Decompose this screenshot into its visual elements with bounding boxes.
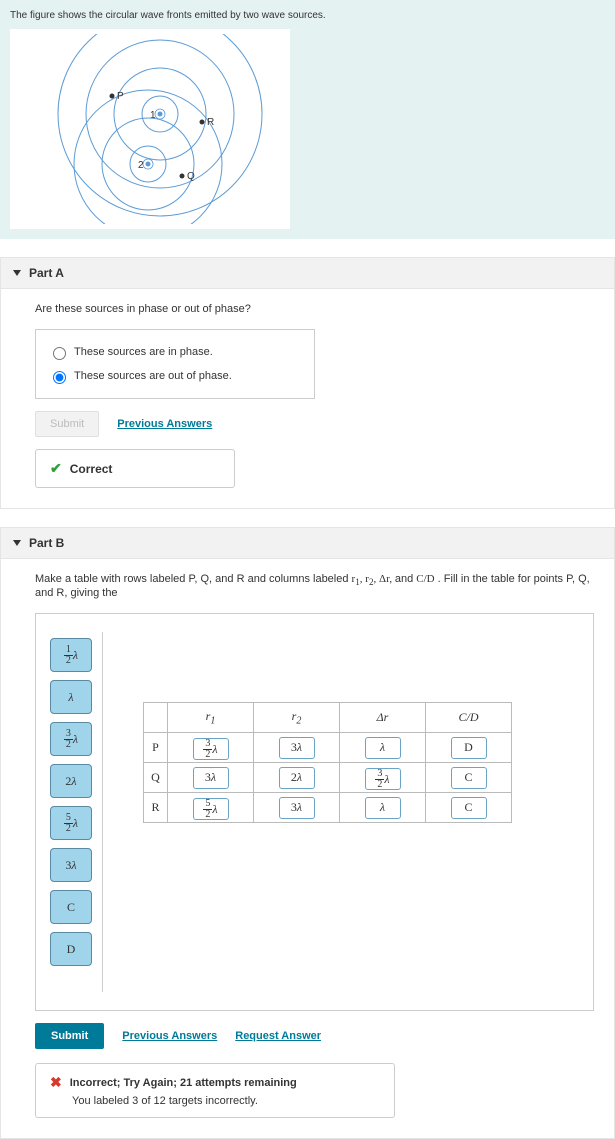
dropped-tile[interactable]: C — [451, 797, 487, 819]
table-row: P 32λ 3λ λ D — [144, 733, 512, 763]
palette-tile[interactable]: 52λ — [50, 806, 92, 840]
part-a-actions: Submit Previous Answers — [35, 411, 594, 437]
q-prefix: Make a table with rows labeled P, Q, and… — [35, 573, 352, 585]
radio-input[interactable] — [53, 371, 66, 384]
row-label: Q — [144, 763, 168, 793]
submit-button[interactable]: Submit — [35, 1023, 104, 1049]
answer-cell[interactable]: C — [426, 763, 512, 793]
palette-tile[interactable]: C — [50, 890, 92, 924]
dropped-tile[interactable]: 32λ — [365, 768, 401, 790]
row-label: R — [144, 793, 168, 823]
table-row: R 52λ 3λ λ C — [144, 793, 512, 823]
figure-caption: The figure shows the circular wave front… — [10, 10, 605, 21]
dropped-tile[interactable]: 32λ — [193, 738, 229, 760]
previous-answers-link[interactable]: Previous Answers — [117, 418, 212, 430]
part-b-question: Make a table with rows labeled P, Q, and… — [35, 573, 594, 599]
table-row: Q 3λ 2λ 32λ C — [144, 763, 512, 793]
answer-table-area: r1r2ΔrC/D P 32λ 3λ λ D Q 3λ 2λ 32λ C R 52λ 3λ λ C — [103, 632, 585, 823]
figure-box: 1 2 P R Q — [10, 29, 290, 229]
col-header: Δr — [340, 703, 426, 733]
answer-cell[interactable]: 2λ — [254, 763, 340, 793]
palette-tile[interactable]: 32λ — [50, 722, 92, 756]
radio-input[interactable] — [53, 347, 66, 360]
dropped-tile[interactable]: λ — [365, 737, 401, 759]
row-label: P — [144, 733, 168, 763]
answer-cell[interactable]: 3λ — [254, 733, 340, 763]
dropped-tile[interactable]: D — [451, 737, 487, 759]
part-b-title: Part B — [29, 536, 64, 550]
previous-answers-link[interactable]: Previous Answers — [122, 1030, 217, 1042]
palette-tile[interactable]: λ — [50, 680, 92, 714]
col-header: r2 — [254, 703, 340, 733]
svg-text:1: 1 — [150, 110, 156, 121]
request-answer-link[interactable]: Request Answer — [235, 1030, 321, 1042]
x-icon: ✖ — [50, 1074, 62, 1091]
dropped-tile[interactable]: C — [451, 767, 487, 789]
dropped-tile[interactable]: 3λ — [279, 737, 315, 759]
svg-text:P: P — [117, 91, 124, 102]
palette-tile[interactable]: 12λ — [50, 638, 92, 672]
radio-label: These sources are out of phase. — [74, 370, 232, 382]
palette-tile[interactable]: 2λ — [50, 764, 92, 798]
feedback-label: Correct — [70, 462, 113, 476]
svg-text:R: R — [207, 117, 214, 128]
answer-cell[interactable]: 32λ — [340, 763, 426, 793]
part-a-options: These sources are in phase. These sources… — [35, 329, 315, 399]
palette-tile[interactable]: D — [50, 932, 92, 966]
chevron-down-icon — [13, 540, 21, 546]
answer-cell[interactable]: 3λ — [168, 763, 254, 793]
dropped-tile[interactable]: 2λ — [279, 767, 315, 789]
part-a-feedback: ✔ Correct — [35, 449, 235, 488]
part-a-question: Are these sources in phase or out of pha… — [35, 303, 594, 315]
part-a-title: Part A — [29, 266, 64, 280]
part-a-header[interactable]: Part A — [0, 257, 615, 289]
svg-text:2: 2 — [138, 160, 144, 171]
svg-text:Q: Q — [187, 171, 195, 182]
feedback-detail: You labeled 3 of 12 targets incorrectly. — [72, 1095, 380, 1107]
radio-label: These sources are in phase. — [74, 346, 213, 358]
answer-cell[interactable]: 32λ — [168, 733, 254, 763]
col-header: C/D — [426, 703, 512, 733]
dropped-tile[interactable]: 52λ — [193, 798, 229, 820]
part-b-actions: Submit Previous Answers Request Answer — [35, 1023, 594, 1049]
answer-table: r1r2ΔrC/D P 32λ 3λ λ D Q 3λ 2λ 32λ C R 52λ 3λ λ C — [143, 702, 512, 823]
part-b-workspace: 12λλ32λ2λ52λ3λCD r1r2ΔrC/DP32λ3λλDQ3λ2λ3… — [35, 613, 594, 1011]
answer-cell[interactable]: D — [426, 733, 512, 763]
answer-cell[interactable]: 52λ — [168, 793, 254, 823]
answer-cell[interactable]: 3λ — [254, 793, 340, 823]
dropped-tile[interactable]: 3λ — [193, 767, 229, 789]
submit-button-disabled: Submit — [35, 411, 99, 437]
answer-cell[interactable]: λ — [340, 733, 426, 763]
chevron-down-icon — [13, 270, 21, 276]
radio-option[interactable]: These sources are out of phase. — [48, 364, 302, 388]
palette-tile[interactable]: 3λ — [50, 848, 92, 882]
dropped-tile[interactable]: 3λ — [279, 797, 315, 819]
part-a-body: Are these sources in phase or out of pha… — [0, 289, 615, 509]
radio-option[interactable]: These sources are in phase. — [48, 340, 302, 364]
dropped-tile[interactable]: λ — [365, 797, 401, 819]
part-b-feedback: ✖ Incorrect; Try Again; 21 attempts rema… — [35, 1063, 395, 1118]
part-b-header[interactable]: Part B — [0, 527, 615, 559]
part-b-body: Make a table with rows labeled P, Q, and… — [0, 559, 615, 1139]
figure-panel: The figure shows the circular wave front… — [0, 0, 615, 239]
wave-diagram: 1 2 P R Q — [20, 34, 280, 224]
answer-palette: 12λ λ 32λ 2λ 52λ 3λ CD — [44, 632, 103, 992]
col-header: r1 — [168, 703, 254, 733]
answer-cell[interactable]: C — [426, 793, 512, 823]
answer-cell[interactable]: λ — [340, 793, 426, 823]
feedback-title: Incorrect; Try Again; 21 attempts remain… — [70, 1077, 297, 1089]
check-icon: ✔ — [50, 460, 62, 477]
